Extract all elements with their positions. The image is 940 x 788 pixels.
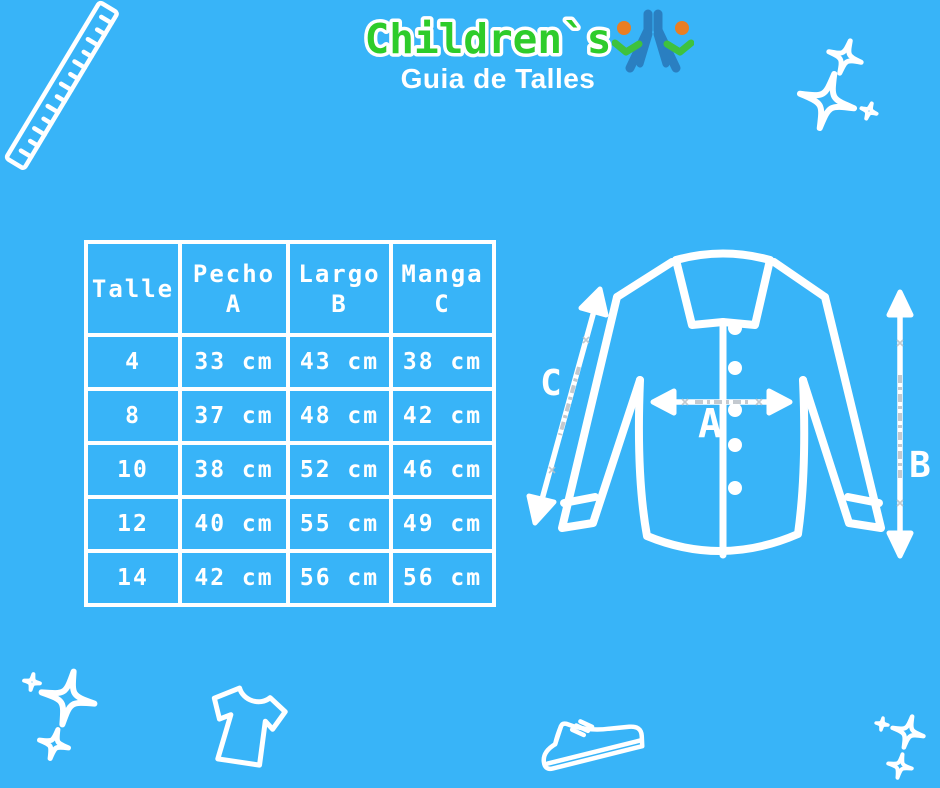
- cell-talle: 12: [84, 495, 182, 553]
- sleeve-measure-arrow: [526, 286, 609, 526]
- table-row: 8 37 cm 48 cm 42 cm: [84, 387, 496, 445]
- col-header-letter: C: [434, 289, 451, 318]
- col-header-label: Pecho: [192, 259, 276, 288]
- cell-manga: 42 cm: [389, 387, 496, 445]
- col-header-label: Talle: [91, 274, 175, 303]
- chest-measure-label: A: [698, 401, 722, 447]
- cell-pecho: 33 cm: [178, 333, 290, 391]
- tshirt-icon: [211, 685, 288, 768]
- brand-logo: Children`s: [361, 12, 615, 67]
- cell-largo: 48 cm: [286, 387, 393, 445]
- cell-pecho: 37 cm: [178, 387, 290, 445]
- length-measure-label: B: [909, 445, 931, 486]
- table-row: 14 42 cm 56 cm 56 cm: [84, 549, 496, 607]
- size-table: Talle Pecho A Largo B Manga C 4 33 cm 43…: [84, 240, 496, 607]
- sneaker-icon: [541, 719, 645, 772]
- cell-largo: 52 cm: [286, 441, 393, 499]
- cell-manga: 46 cm: [389, 441, 496, 499]
- sparkles-icon-top-right: [796, 38, 879, 132]
- size-table-grid: Talle Pecho A Largo B Manga C 4 33 cm 43…: [84, 240, 496, 607]
- figure-head-right: [675, 21, 689, 35]
- col-header-pecho: Pecho A: [178, 240, 290, 337]
- sparkles-icon-bottom-right: [874, 714, 926, 780]
- children-logo-icon: [612, 9, 694, 73]
- col-header-letter: A: [225, 289, 243, 318]
- figure-head-left: [617, 21, 631, 35]
- page-title: Guia de Talles: [400, 63, 596, 94]
- sleeve-measure-label: C: [540, 363, 562, 404]
- cell-pecho: 40 cm: [178, 495, 290, 553]
- sparkles-icon-bottom-left: [22, 668, 98, 761]
- cell-pecho: 38 cm: [178, 441, 290, 499]
- table-row: 12 40 cm 55 cm 49 cm: [84, 495, 496, 553]
- col-header-talle: Talle: [84, 240, 182, 337]
- ruler-icon: [4, 0, 119, 170]
- cell-talle: 4: [84, 333, 182, 391]
- cell-largo: 56 cm: [286, 549, 393, 607]
- col-header-largo: Largo B: [286, 240, 393, 337]
- table-row: 10 38 cm 52 cm 46 cm: [84, 441, 496, 499]
- col-header-label: Manga: [401, 259, 484, 288]
- cell-talle: 10: [84, 441, 182, 499]
- cell-manga: 56 cm: [389, 549, 496, 607]
- cell-largo: 43 cm: [286, 333, 393, 391]
- cell-largo: 55 cm: [286, 495, 393, 553]
- size-table-header-row: Talle Pecho A Largo B Manga C: [84, 240, 496, 337]
- brand-logo-text: Children`s: [365, 15, 612, 63]
- cell-talle: 8: [84, 387, 182, 445]
- cell-talle: 14: [84, 549, 182, 607]
- shirt-buttons: [728, 321, 742, 495]
- col-header-label: Largo: [298, 259, 381, 288]
- col-header-letter: B: [331, 289, 348, 318]
- cell-manga: 49 cm: [389, 495, 496, 553]
- table-row: 4 33 cm 43 cm 38 cm: [84, 333, 496, 391]
- chest-measure-arrow: [650, 388, 793, 416]
- cell-pecho: 42 cm: [178, 549, 290, 607]
- cell-manga: 38 cm: [389, 333, 496, 391]
- shirt-diagram: A B C: [526, 249, 931, 559]
- length-measure-arrow: [886, 289, 914, 559]
- col-header-manga: Manga C: [389, 240, 496, 337]
